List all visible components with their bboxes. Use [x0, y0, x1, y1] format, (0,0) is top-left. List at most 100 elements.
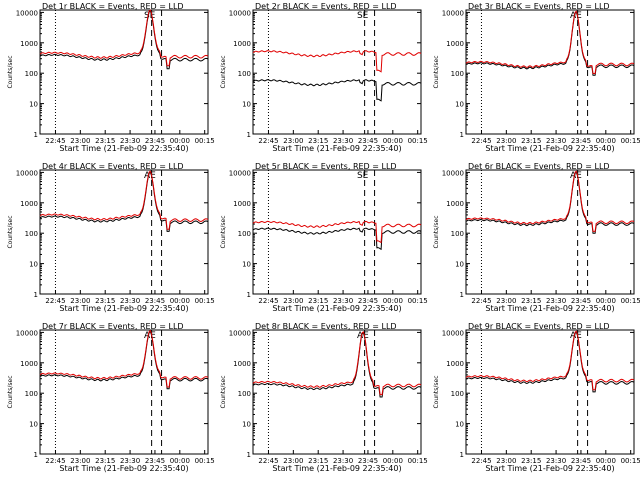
x-tick-label: 00:00: [383, 137, 403, 145]
x-tick-label: 23:15: [521, 297, 541, 305]
x-tick-label: 22:45: [258, 137, 278, 145]
x-tick-label: 22:45: [258, 297, 278, 305]
x-tick-label: 00:15: [195, 137, 215, 145]
x-tick-label: 23:15: [521, 137, 541, 145]
series-lld-line: [465, 10, 635, 74]
x-tick-label: 00:00: [170, 137, 190, 145]
plot-frame: [465, 169, 635, 295]
x-tick-label: 23:30: [120, 297, 140, 305]
y-tick-label: 10: [455, 101, 464, 109]
series-lld-line: [465, 330, 635, 391]
x-tick-label: 23:00: [496, 457, 516, 465]
x-tick-label: 22:45: [45, 297, 65, 305]
x-tick-label: 00:00: [170, 457, 190, 465]
x-tick-label: 00:15: [408, 457, 428, 465]
series-lld-line: [39, 329, 209, 388]
y-tick-label: 1000: [233, 40, 251, 48]
y-tick-label: 1: [34, 131, 38, 139]
chart-title: Det 2r BLACK = Events, RED = LLD: [255, 2, 397, 11]
y-tick-label: 10: [242, 421, 251, 429]
x-tick-label: 23:15: [308, 457, 328, 465]
x-tick-label: 23:30: [333, 297, 353, 305]
y-tick-label: 1: [460, 451, 464, 459]
x-tick-label: 00:00: [596, 457, 616, 465]
x-tick-label: 23:45: [358, 457, 378, 465]
plot-frame: [465, 9, 635, 135]
y-tick-label: 10: [242, 101, 251, 109]
x-tick-label: 23:45: [358, 137, 378, 145]
x-tick-label: 00:15: [195, 297, 215, 305]
y-tick-label: 1000: [20, 40, 38, 48]
x-axis-label: Start Time (21-Feb-09 22:35:40): [272, 464, 401, 473]
series-lld-line: [252, 50, 422, 73]
x-tick-label: 23:45: [571, 457, 591, 465]
y-tick-label: 1000: [20, 200, 38, 208]
y-tick-label: 100: [25, 390, 38, 398]
series-lld-line: [39, 170, 209, 230]
y-axis-label: Counts/sec: [220, 375, 227, 408]
y-axis-label: Counts/sec: [7, 215, 14, 248]
y-tick-label: 100: [238, 230, 251, 238]
y-tick-label: 10: [29, 101, 38, 109]
y-tick-label: 1000: [20, 360, 38, 368]
series-events-line: [252, 332, 422, 398]
x-tick-label: 23:30: [120, 457, 140, 465]
flag-labels: SE: [144, 11, 156, 21]
flag-labels: AE: [144, 331, 156, 341]
x-tick-label: 23:15: [95, 137, 115, 145]
chart-title: Det 5r BLACK = Events, RED = LLD: [255, 162, 397, 171]
y-axis-label: Counts/sec: [7, 55, 14, 88]
series-events-line: [39, 171, 209, 232]
y-tick-label: 10: [29, 421, 38, 429]
x-tick-label: 23:15: [95, 297, 115, 305]
x-tick-label: 23:30: [120, 137, 140, 145]
y-tick-label: 1: [460, 131, 464, 139]
flag-labels: SE: [357, 171, 369, 181]
y-tick-label: 10000: [442, 169, 464, 177]
y-tick-label: 10000: [16, 329, 38, 337]
x-tick-label: 23:00: [283, 457, 303, 465]
x-tick-label: 23:45: [571, 137, 591, 145]
flag-labels: SE: [357, 11, 369, 21]
x-tick-label: 00:00: [383, 297, 403, 305]
x-tick-label: 23:45: [145, 457, 165, 465]
flag-labels: AE: [357, 331, 369, 341]
x-tick-label: 23:00: [496, 297, 516, 305]
x-tick-label: 22:45: [45, 137, 65, 145]
flag-labels: AE: [144, 171, 156, 181]
y-tick-label: 10000: [442, 9, 464, 17]
y-axis-label: Counts/sec: [7, 375, 14, 408]
chart-title: Det 4r BLACK = Events, RED = LLD: [42, 162, 184, 171]
x-tick-label: 23:45: [145, 297, 165, 305]
y-tick-label: 10000: [229, 9, 251, 17]
chart-title: Det 7r BLACK = Events, RED = LLD: [42, 322, 184, 331]
plot-frame: [252, 329, 422, 455]
x-tick-label: 23:30: [546, 297, 566, 305]
y-tick-label: 100: [25, 230, 38, 238]
plot-frame: [252, 169, 422, 295]
series-lld-line: [465, 170, 635, 232]
series-events-line: [465, 11, 635, 76]
y-tick-label: 10000: [16, 169, 38, 177]
x-tick-label: 23:00: [283, 137, 303, 145]
chart-title: Det 9r BLACK = Events, RED = LLD: [468, 322, 610, 331]
x-axis-label: Start Time (21-Feb-09 22:35:40): [485, 464, 614, 473]
x-axis-label: Start Time (21-Feb-09 22:35:40): [272, 144, 401, 153]
x-tick-label: 23:00: [70, 137, 90, 145]
series-events-line: [252, 79, 422, 102]
chart-title: Det 8r BLACK = Events, RED = LLD: [255, 322, 397, 331]
x-tick-label: 22:45: [471, 297, 491, 305]
x-tick-label: 23:15: [95, 457, 115, 465]
plot-frame: [252, 9, 422, 135]
x-axis-label: Start Time (21-Feb-09 22:35:40): [485, 304, 614, 313]
x-tick-label: 23:30: [333, 457, 353, 465]
y-axis-label: Counts/sec: [220, 55, 227, 88]
flag-labels: AE: [570, 11, 582, 21]
x-tick-label: 23:45: [571, 297, 591, 305]
x-tick-label: 23:15: [308, 297, 328, 305]
